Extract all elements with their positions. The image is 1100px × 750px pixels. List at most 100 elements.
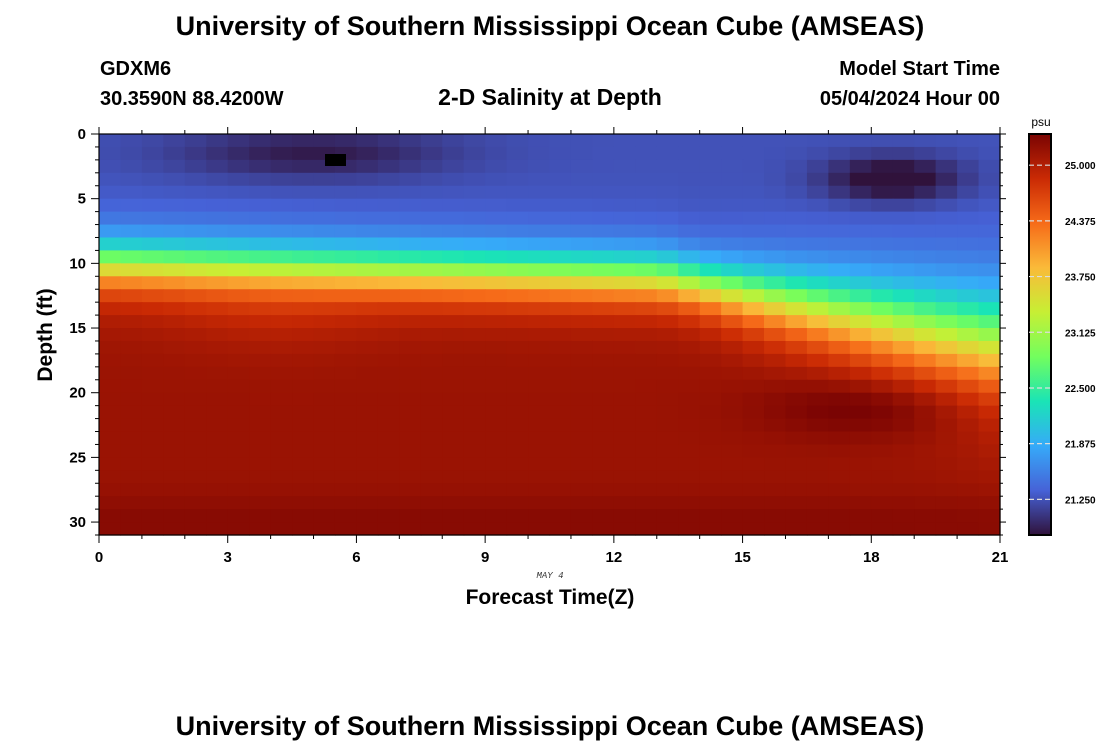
heatmap-cell — [399, 276, 422, 290]
heatmap-cell — [592, 302, 615, 316]
heatmap-cell — [463, 172, 486, 187]
heatmap-cell — [957, 302, 980, 316]
heatmap-cell — [227, 185, 250, 200]
heatmap-cell — [120, 315, 143, 329]
heatmap-cell — [356, 289, 379, 303]
heatmap-cell — [506, 172, 529, 187]
heatmap-cell — [463, 263, 486, 277]
heatmap-cell — [957, 198, 980, 213]
heatmap-cell — [806, 522, 829, 536]
heatmap-cell — [892, 134, 915, 148]
heatmap-cell — [570, 237, 593, 252]
heatmap-cell — [334, 444, 358, 458]
heatmap-cell — [356, 340, 379, 355]
heatmap-cell — [506, 250, 529, 264]
heatmap-cell — [828, 315, 851, 329]
heatmap-cell — [313, 418, 336, 433]
heatmap-cell — [420, 405, 443, 420]
heatmap-cell — [463, 211, 486, 226]
heatmap-cell — [485, 302, 508, 316]
heatmap-cell — [141, 276, 164, 290]
heatmap-cell — [635, 134, 658, 148]
heatmap-cell — [849, 431, 872, 446]
heatmap-cell — [656, 302, 679, 316]
heatmap-cell — [120, 211, 143, 226]
heatmap-cell — [549, 134, 572, 148]
heatmap-cell — [313, 379, 336, 394]
heatmap-cell — [377, 328, 400, 342]
heatmap-cell — [184, 418, 207, 433]
heatmap-cell — [678, 302, 701, 316]
heatmap-cell — [699, 496, 722, 510]
heatmap-cell — [678, 470, 701, 484]
heatmap-cell — [764, 392, 787, 407]
heatmap-cell — [678, 237, 701, 252]
heatmap-cell — [463, 483, 486, 497]
heatmap-cell — [957, 328, 980, 342]
heatmap-cell — [613, 405, 636, 420]
heatmap-cell — [828, 353, 851, 368]
heatmap-cell — [699, 470, 722, 484]
heatmap-cell — [613, 509, 636, 523]
heatmap-cell — [871, 509, 894, 523]
heatmap-cell — [356, 522, 379, 536]
heatmap-cell — [120, 302, 143, 316]
heatmap-cell — [978, 353, 1001, 368]
heatmap-cell — [721, 302, 744, 316]
heatmap-cell — [914, 289, 937, 303]
heatmap-cell — [785, 457, 808, 471]
heatmap-cell — [377, 263, 400, 277]
heatmap-cell — [828, 522, 851, 536]
heatmap-cell — [656, 392, 679, 407]
heatmap-cell — [656, 379, 679, 394]
heatmap-cell — [463, 457, 486, 471]
heatmap-cell — [935, 366, 958, 381]
heatmap-cell — [506, 522, 529, 536]
heatmap-cell — [399, 315, 422, 329]
heatmap-cell — [742, 224, 765, 239]
heatmap-cell — [678, 496, 701, 510]
heatmap-cell — [399, 431, 422, 446]
heatmap-cell — [957, 379, 980, 394]
heatmap-cell — [270, 224, 293, 239]
heatmap-cell — [592, 146, 615, 161]
heatmap-cell — [613, 237, 636, 252]
heatmap-cell — [849, 457, 872, 471]
heatmap-cell — [635, 366, 658, 381]
heatmap-cell — [914, 522, 937, 536]
heatmap-cell — [249, 211, 272, 226]
heatmap-cell — [849, 250, 872, 264]
heatmap-cell — [935, 146, 958, 161]
heatmap-cell — [635, 431, 658, 446]
heatmap-cell — [227, 379, 250, 394]
heatmap-cell — [249, 431, 272, 446]
heatmap-cell — [978, 496, 1001, 510]
heatmap-cell — [742, 392, 765, 407]
heatmap-cell — [592, 496, 615, 510]
heatmap-cell — [313, 302, 336, 316]
heatmap-cell — [742, 315, 765, 329]
heatmap-cell — [377, 366, 400, 381]
heatmap-cell — [292, 211, 315, 226]
heatmap-cell — [721, 340, 744, 355]
heatmap-cell — [849, 328, 872, 342]
heatmap-cell — [828, 302, 851, 316]
heatmap-cell — [206, 353, 229, 368]
heatmap-cell — [764, 496, 787, 510]
heatmap-cell — [120, 289, 143, 303]
heatmap-cell — [506, 509, 529, 523]
heatmap-cell — [806, 431, 829, 446]
heatmap-cell — [935, 185, 958, 200]
heatmap-cell — [420, 250, 443, 264]
heatmap-cell — [399, 496, 422, 510]
heatmap-cell — [849, 379, 872, 394]
heatmap-cell — [806, 134, 829, 148]
heatmap-cell — [249, 237, 272, 252]
heatmap-cell — [399, 353, 422, 368]
heatmap-cell — [678, 353, 701, 368]
heatmap-cell — [785, 263, 808, 277]
heatmap-cell — [764, 353, 787, 368]
heatmap-cell — [764, 405, 787, 420]
heatmap-cell — [420, 289, 443, 303]
heatmap-cell — [184, 211, 207, 226]
